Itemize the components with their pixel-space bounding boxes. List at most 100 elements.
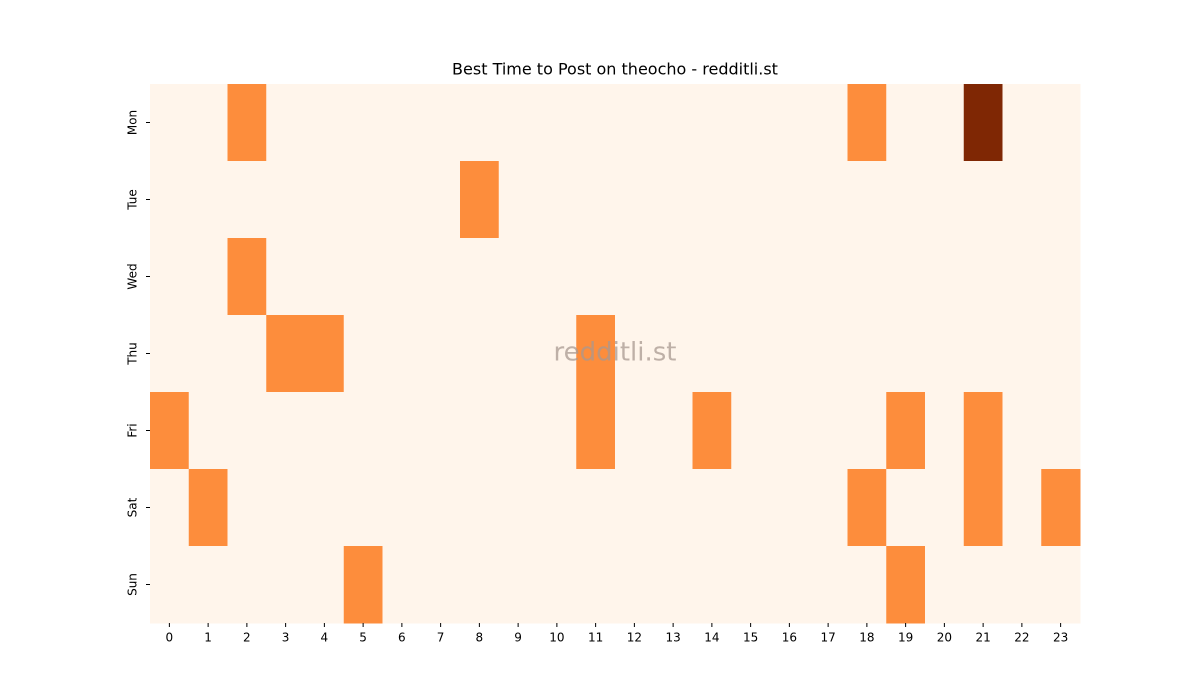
cell — [305, 161, 345, 239]
cell — [227, 469, 267, 547]
cell — [847, 469, 887, 547]
cell — [382, 546, 422, 624]
cell — [1041, 238, 1081, 316]
cell — [808, 315, 848, 393]
cell — [653, 238, 693, 316]
x-tick-label: 21 — [975, 631, 990, 645]
cell — [188, 469, 228, 547]
cell — [460, 161, 500, 239]
cell — [808, 238, 848, 316]
cell — [576, 469, 616, 547]
cell — [692, 469, 732, 547]
cell — [188, 315, 228, 393]
cell — [343, 84, 383, 162]
x-tick-label: 19 — [898, 631, 913, 645]
x-tick-label: 1 — [204, 631, 212, 645]
cell — [770, 469, 810, 547]
cell — [925, 315, 965, 393]
cell — [305, 84, 345, 162]
x-tick-label: 22 — [1014, 631, 1029, 645]
cell — [266, 238, 306, 316]
x-tick-label: 2 — [243, 631, 251, 645]
cell — [537, 161, 577, 239]
x-tick-label: 14 — [704, 631, 719, 645]
cell — [886, 392, 926, 470]
x-tick-label: 10 — [549, 631, 564, 645]
cell — [731, 84, 771, 162]
cell — [615, 469, 655, 547]
axes: 0 1 2 3 4 5 6 7 8 9 10 11 12 13 14 15 16 17 18 19 20 21 22 23Mo… — [126, 110, 1069, 645]
cell — [460, 238, 500, 316]
cell — [421, 392, 461, 470]
cell — [421, 84, 461, 162]
cell — [886, 315, 926, 393]
cell — [576, 84, 616, 162]
cell — [1002, 315, 1042, 393]
cell — [537, 392, 577, 470]
cell — [576, 238, 616, 316]
cell — [1041, 469, 1081, 547]
cell — [963, 238, 1003, 316]
cell — [460, 469, 500, 547]
cell — [847, 392, 887, 470]
cell — [421, 546, 461, 624]
cell — [731, 315, 771, 393]
cell — [692, 161, 732, 239]
cell — [692, 238, 732, 316]
cell — [150, 315, 190, 393]
x-tick-label: 9 — [514, 631, 522, 645]
cell — [1041, 84, 1081, 162]
watermark: redditli.st — [554, 338, 677, 368]
cell — [421, 469, 461, 547]
cell — [498, 315, 538, 393]
cell — [537, 546, 577, 624]
cell — [615, 315, 655, 393]
cell — [188, 238, 228, 316]
cell — [227, 84, 267, 162]
cell — [227, 392, 267, 470]
cell — [731, 546, 771, 624]
cell — [421, 238, 461, 316]
x-tick-label: 8 — [476, 631, 484, 645]
cell — [460, 84, 500, 162]
cell — [925, 161, 965, 239]
cell — [576, 546, 616, 624]
y-tick-label: Mon — [126, 110, 140, 135]
cell — [963, 546, 1003, 624]
chart-title: Best Time to Post on theocho - redditli.… — [452, 60, 778, 79]
cell — [653, 315, 693, 393]
cell — [343, 392, 383, 470]
cell — [382, 84, 422, 162]
cell — [731, 161, 771, 239]
cell — [847, 238, 887, 316]
cell — [150, 546, 190, 624]
y-tick-label: Sun — [126, 573, 140, 596]
cell — [1002, 392, 1042, 470]
cell — [343, 469, 383, 547]
cell — [653, 392, 693, 470]
cell — [1002, 238, 1042, 316]
cell — [460, 546, 500, 624]
cell — [537, 469, 577, 547]
cell — [886, 161, 926, 239]
cell — [227, 161, 267, 239]
cell — [498, 392, 538, 470]
cell — [770, 161, 810, 239]
cell — [847, 546, 887, 624]
cell — [847, 161, 887, 239]
cell — [576, 392, 616, 470]
cell — [1002, 84, 1042, 162]
cell — [150, 238, 190, 316]
cell — [770, 315, 810, 393]
x-tick-label: 20 — [937, 631, 952, 645]
cell — [925, 84, 965, 162]
cell — [498, 469, 538, 547]
cell — [770, 392, 810, 470]
cell — [576, 161, 616, 239]
cell — [925, 392, 965, 470]
cell — [460, 392, 500, 470]
cell — [808, 84, 848, 162]
cell — [925, 238, 965, 316]
cell — [925, 546, 965, 624]
cell — [615, 546, 655, 624]
